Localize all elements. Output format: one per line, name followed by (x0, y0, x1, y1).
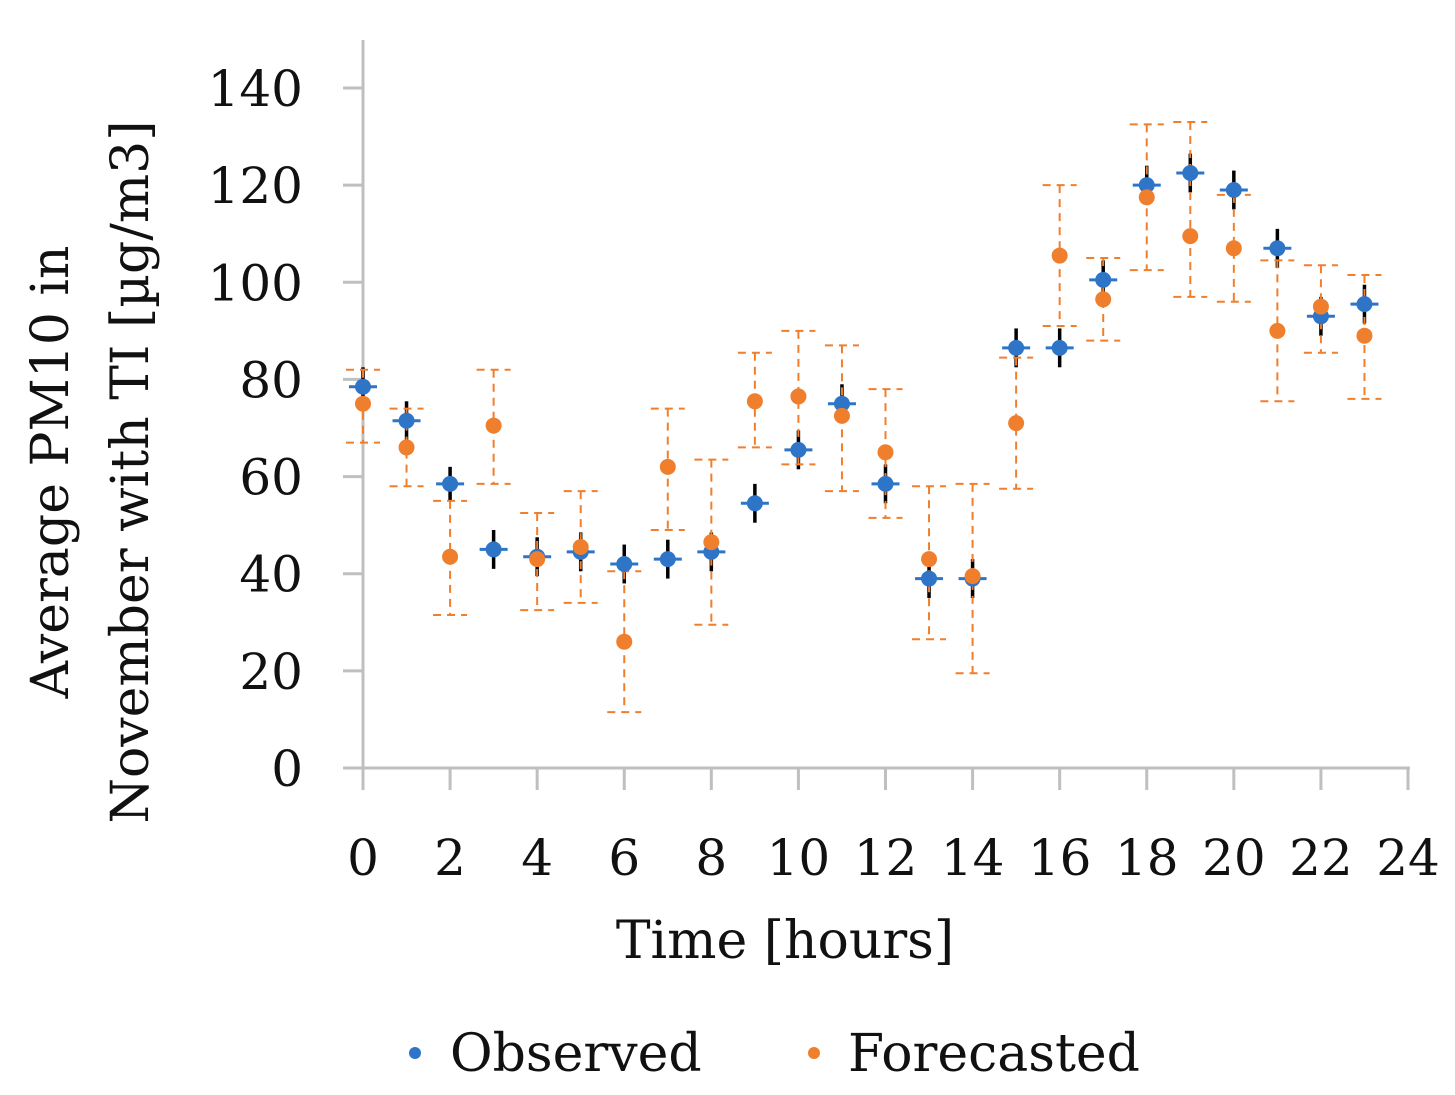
forecasted-point[interactable] (964, 568, 981, 585)
forecasted-point[interactable] (529, 551, 546, 568)
y-tick-label: 120 (208, 157, 303, 215)
x-tick-label: 18 (1115, 829, 1179, 887)
forecasted-point[interactable] (1138, 189, 1155, 206)
x-tick-label: 6 (608, 829, 640, 887)
observed-point[interactable] (1008, 339, 1025, 356)
forecasted-point[interactable] (616, 633, 633, 650)
observed-point[interactable] (921, 570, 938, 587)
forecasted-point[interactable] (1225, 240, 1242, 257)
y-axis-title-line2: November with TI [µg/m3] (101, 120, 161, 823)
x-tick-label: 20 (1202, 829, 1266, 887)
legend-label-forecasted: Forecasted (848, 1024, 1140, 1084)
forecasted-point[interactable] (398, 439, 415, 456)
x-tick-label: 2 (434, 829, 466, 887)
legend-item-forecasted[interactable]: Forecasted (808, 1024, 1140, 1084)
legend-item-observed[interactable]: Observed (409, 1024, 702, 1084)
forecasted-point[interactable] (921, 551, 938, 568)
legend: Observed Forecasted (409, 1024, 1140, 1084)
error-bars (346, 121, 1382, 714)
x-tick-label: 14 (941, 829, 1005, 887)
observed-point[interactable] (616, 556, 633, 572)
y-tick-label: 20 (239, 643, 303, 701)
x-tick-label: 8 (695, 829, 727, 887)
observed-point[interactable] (398, 412, 415, 429)
forecasted-point[interactable] (659, 458, 676, 475)
observed-point[interactable] (485, 541, 502, 558)
forecasted-point[interactable] (746, 393, 763, 410)
x-ticks: 0 2 4 6 8 10 12 14 16 18 20 22 24 (347, 768, 1440, 887)
forecasted-point[interactable] (1051, 247, 1068, 264)
observed-point[interactable] (1138, 177, 1155, 194)
observed-point[interactable] (1356, 296, 1373, 313)
x-tick-label: 22 (1289, 829, 1353, 887)
y-tick-label: 0 (271, 740, 303, 798)
y-tick-label: 40 (239, 546, 303, 604)
x-tick-label: 24 (1376, 829, 1440, 887)
forecasted-point[interactable] (1182, 228, 1199, 245)
observed-point[interactable] (746, 495, 763, 512)
forecasted-point[interactable] (703, 534, 720, 551)
legend-marker-observed (409, 1047, 421, 1059)
forecasted-point[interactable] (1008, 415, 1025, 432)
forecasted-point[interactable] (572, 539, 589, 555)
forecasted-point[interactable] (877, 444, 894, 461)
y-tick-label: 60 (239, 449, 303, 507)
observed-point[interactable] (1095, 271, 1112, 288)
observed-point[interactable] (790, 441, 807, 458)
x-tick-label: 16 (1028, 829, 1092, 887)
observed-point[interactable] (1051, 339, 1068, 356)
observed-point[interactable] (659, 551, 676, 568)
y-tick-label: 140 (208, 60, 303, 118)
legend-label-observed: Observed (450, 1024, 702, 1084)
y-tick-label: 80 (239, 351, 303, 409)
observed-point[interactable] (442, 475, 459, 492)
observed-point[interactable] (1269, 240, 1286, 257)
forecasted-point[interactable] (1356, 327, 1373, 344)
x-tick-label: 0 (347, 829, 379, 887)
forecasted-point[interactable] (1312, 298, 1329, 315)
y-ticks: 0 20 40 60 80 100 120 140 (208, 60, 363, 798)
x-tick-label: 10 (767, 829, 831, 887)
x-tick-label: 12 (854, 829, 918, 887)
legend-marker-forecasted (808, 1047, 820, 1059)
y-axis-title: Average PM10 in November with TI [µg/m3] (21, 120, 161, 823)
observed-point[interactable] (833, 395, 850, 412)
y-axis-title-line1: Average PM10 in (21, 245, 81, 699)
forecasted-point[interactable] (833, 407, 850, 424)
forecasted-point[interactable] (790, 388, 807, 405)
x-axis-title: Time [hours] (616, 911, 954, 971)
y-tick-label: 100 (208, 254, 303, 312)
forecasted-point[interactable] (485, 417, 502, 434)
observed-point[interactable] (355, 378, 371, 395)
observed-point[interactable] (1225, 182, 1242, 198)
observed-point[interactable] (1182, 165, 1199, 181)
forecasted-point[interactable] (355, 395, 371, 412)
forecasted-point[interactable] (1095, 291, 1112, 308)
forecasted-point[interactable] (1269, 322, 1286, 339)
observed-point[interactable] (877, 475, 894, 492)
x-tick-label: 4 (521, 829, 553, 887)
data-points (355, 165, 1373, 650)
forecasted-point[interactable] (442, 548, 459, 565)
